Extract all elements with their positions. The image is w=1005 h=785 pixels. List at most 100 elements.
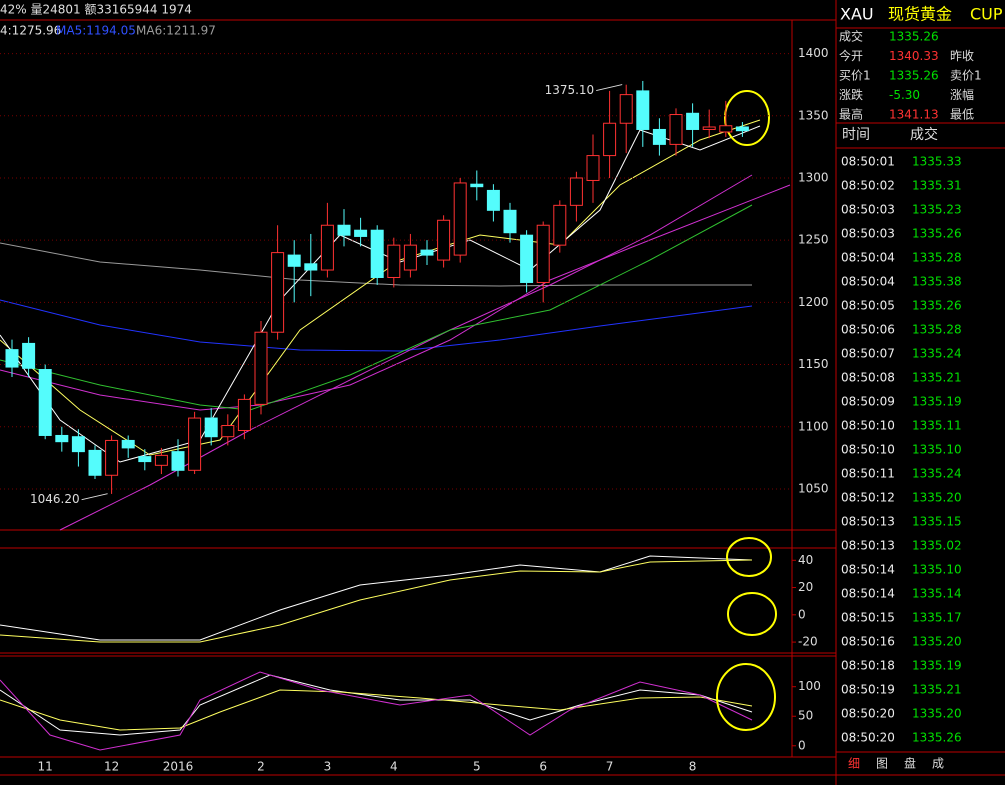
symbol: XAU xyxy=(840,5,874,24)
candle-body xyxy=(337,224,351,236)
candle-body xyxy=(520,234,534,283)
highlight-circles xyxy=(716,90,777,731)
y-tick-label: 1350 xyxy=(798,108,829,122)
tick-price: 1335.33 xyxy=(912,155,962,169)
quote-label: 涨幅 xyxy=(950,87,974,102)
tick-price: 1335.28 xyxy=(912,323,962,337)
candle-body xyxy=(38,369,52,436)
tick-price: 1335.20 xyxy=(912,491,962,505)
candle-body xyxy=(188,417,202,471)
candle-body xyxy=(652,128,666,145)
tick-time: 08:50:20 xyxy=(841,731,895,745)
y-tick-label: 40 xyxy=(798,553,813,567)
candle-body xyxy=(204,417,218,438)
quote-label: 涨跌 xyxy=(839,87,863,102)
quote-label: 最高 xyxy=(839,107,863,122)
y-tick-label: 100 xyxy=(798,679,821,693)
candle-body xyxy=(254,331,268,405)
candle-body xyxy=(603,122,617,157)
tick-time: 08:50:12 xyxy=(841,491,895,505)
x-tick-label: 8 xyxy=(689,760,697,774)
tick-price: 1335.10 xyxy=(912,443,962,457)
tick-price: 1335.20 xyxy=(912,635,962,649)
tick-time: 08:50:18 xyxy=(841,659,895,673)
top-stats: 42% 量24801 额33165944 1974 xyxy=(0,3,192,17)
tick-time: 08:50:11 xyxy=(841,467,895,481)
tab[interactable]: 细 xyxy=(848,757,860,771)
quote-label: 买价1 xyxy=(839,69,871,83)
tick-time: 08:50:07 xyxy=(841,347,895,361)
candle-body xyxy=(453,182,467,256)
candle-body xyxy=(354,229,368,237)
candle-body xyxy=(55,434,69,443)
tick-price: 1335.02 xyxy=(912,539,962,553)
candle-body xyxy=(71,436,85,453)
tick-price: 1335.19 xyxy=(912,395,962,409)
candle-body xyxy=(304,263,318,271)
tick-price: 1335.10 xyxy=(912,563,962,577)
tab[interactable]: 成 xyxy=(932,757,944,771)
quote-value: 1340.33 xyxy=(889,49,939,63)
candle-body xyxy=(503,209,517,234)
ma-legend: MA5:1194.05 xyxy=(56,24,136,38)
candle-body xyxy=(669,114,683,145)
candle-body xyxy=(271,252,285,333)
candle-body xyxy=(105,439,119,476)
candle-body xyxy=(121,439,135,449)
y-tick-label: 1400 xyxy=(798,46,829,60)
tick-price: 1335.26 xyxy=(912,731,962,745)
quote-label: 成交 xyxy=(839,29,863,44)
candle-body xyxy=(320,224,334,271)
x-tick-label: 5 xyxy=(473,760,481,774)
tick-price: 1335.11 xyxy=(912,419,962,433)
y-tick-label: -20 xyxy=(798,635,818,649)
tick-time: 08:50:06 xyxy=(841,323,895,337)
tick-time: 08:50:15 xyxy=(841,611,895,625)
tab[interactable]: 盘 xyxy=(904,756,916,771)
candle-body xyxy=(735,126,749,132)
candle-body xyxy=(586,155,600,181)
x-tick-label: 7 xyxy=(606,760,614,774)
y-tick-label: 20 xyxy=(798,580,813,594)
tick-time: 08:50:13 xyxy=(841,515,895,529)
tick-price: 1335.38 xyxy=(912,275,962,289)
tick-price: 1335.24 xyxy=(912,467,962,481)
x-tick-label: 6 xyxy=(539,760,547,774)
quote-value: 1335.26 xyxy=(889,30,939,44)
x-tick-label: 12 xyxy=(104,760,119,774)
tick-price: 1335.24 xyxy=(912,347,962,361)
tick-time: 08:50:19 xyxy=(841,683,895,697)
x-tick-label: 2 xyxy=(257,760,265,774)
candle-body xyxy=(221,425,235,438)
candle-body xyxy=(569,177,583,206)
tick-price: 1335.26 xyxy=(912,299,962,313)
tick-price: 1335.26 xyxy=(912,227,962,241)
candle-body xyxy=(287,254,301,267)
candle-body xyxy=(171,451,185,471)
candle-body xyxy=(553,204,567,246)
tick-time: 08:50:14 xyxy=(841,587,895,601)
tick-time: 08:50:08 xyxy=(841,371,895,385)
quote-value: 1335.26 xyxy=(889,69,939,83)
quote-label: 今开 xyxy=(839,48,863,63)
y-tick-label: 1100 xyxy=(798,419,829,433)
y-tick-label: 1200 xyxy=(798,295,829,309)
quote-label: 卖价1 xyxy=(950,69,982,83)
y-tick-label: 1150 xyxy=(798,357,829,371)
tick-time: 08:50:14 xyxy=(841,563,895,577)
tick-time: 08:50:13 xyxy=(841,539,895,553)
y-tick-label: 1250 xyxy=(798,233,829,247)
tab[interactable]: 图 xyxy=(876,757,888,771)
tick-time: 08:50:03 xyxy=(841,227,895,241)
tick-time: 08:50:16 xyxy=(841,635,895,649)
tick-price: 1335.21 xyxy=(912,371,962,385)
quote-label: 最低 xyxy=(950,108,974,122)
tick-price: 1335.21 xyxy=(912,683,962,697)
annotation: 1375.10 xyxy=(545,83,595,97)
tick-time: 08:50:01 xyxy=(841,155,895,169)
annotation: 1046.20 xyxy=(30,492,80,506)
candle-body xyxy=(237,398,251,431)
quote-label: 昨收 xyxy=(950,49,974,63)
